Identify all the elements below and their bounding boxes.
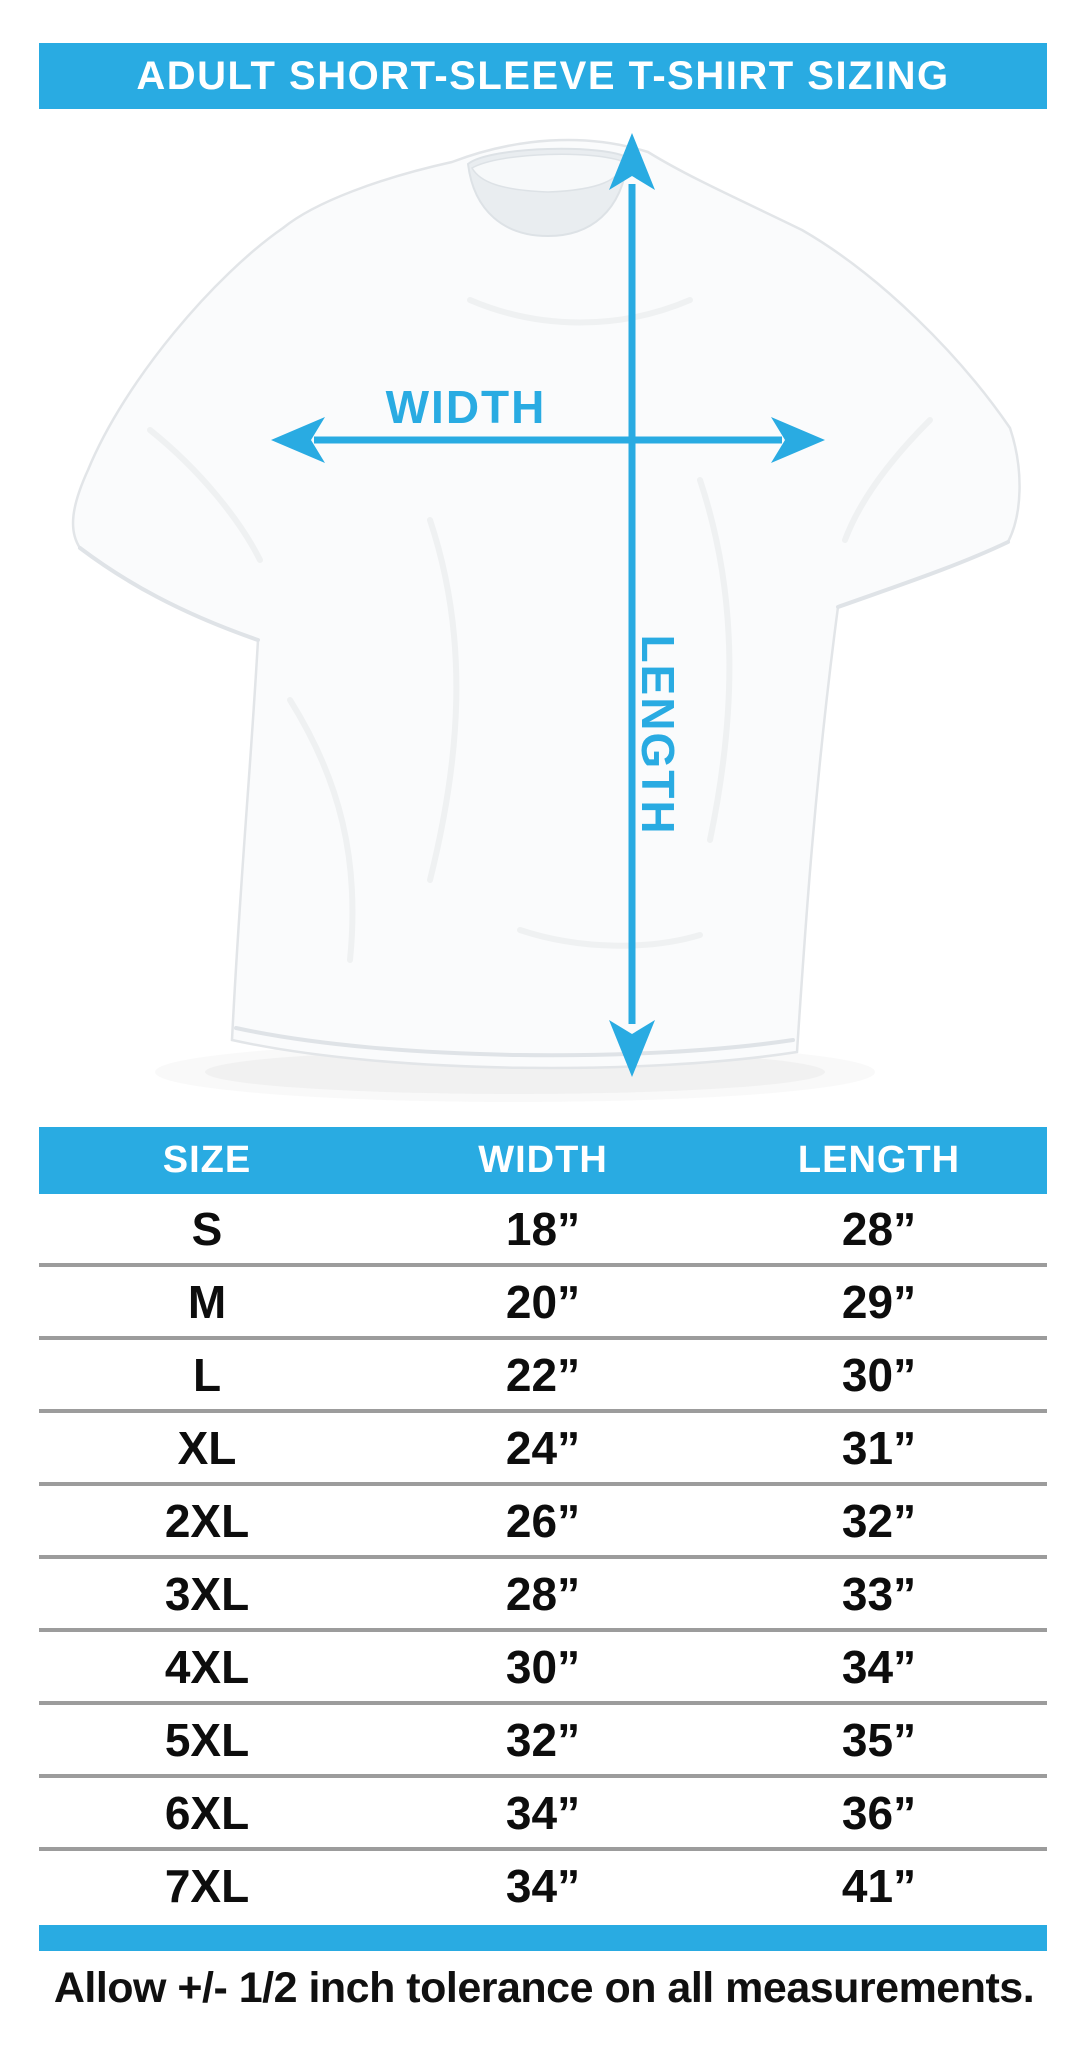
- neck-collar: [466, 147, 630, 238]
- table-row: 2XL 26” 32”: [39, 1486, 1047, 1559]
- tshirt-illustration: WIDTH LENGTH: [71, 133, 1021, 1102]
- column-header-width: WIDTH: [478, 1139, 608, 1181]
- page-title: ADULT SHORT-SLEEVE T-SHIRT SIZING: [136, 53, 950, 98]
- column-header-size: SIZE: [162, 1139, 252, 1181]
- length-cell: 30”: [841, 1348, 917, 1401]
- width-cell: 34”: [505, 1786, 581, 1839]
- size-cell: S: [191, 1202, 223, 1255]
- table-row: 6XL 34” 36”: [39, 1778, 1047, 1851]
- tshirt-body: [71, 138, 1021, 1070]
- table-header-row: SIZE WIDTH LENGTH: [39, 1127, 1047, 1194]
- width-cell: 34”: [505, 1859, 581, 1912]
- arrow-left-head: [271, 417, 325, 463]
- size-cell: 4XL: [164, 1640, 250, 1693]
- column-header-length: LENGTH: [797, 1139, 961, 1181]
- table-row: L 22” 30”: [39, 1340, 1047, 1413]
- size-cell: M: [187, 1275, 227, 1328]
- fabric-wrinkles: [147, 297, 933, 963]
- size-cell: 2XL: [164, 1494, 250, 1547]
- size-cell: 6XL: [164, 1786, 250, 1839]
- table-row: 7XL 34” 41”: [39, 1851, 1047, 1920]
- table-row: S 18” 28”: [39, 1194, 1047, 1267]
- table-row: M 20” 29”: [39, 1267, 1047, 1340]
- seam-lines: [78, 540, 1010, 1058]
- length-cell: 35”: [841, 1713, 917, 1766]
- length-cell: 31”: [841, 1421, 917, 1474]
- width-cell: 26”: [505, 1494, 581, 1547]
- size-cell: 7XL: [164, 1859, 250, 1912]
- tshirt-diagram: WIDTH LENGTH: [0, 109, 1088, 1127]
- size-cell: L: [192, 1348, 222, 1401]
- arrow-right-head: [771, 417, 825, 463]
- length-cell: 32”: [841, 1494, 917, 1547]
- table-row: 5XL 32” 35”: [39, 1705, 1047, 1778]
- length-cell: 41”: [841, 1859, 917, 1912]
- length-arrow: [609, 133, 655, 1077]
- length-cell: 34”: [841, 1640, 917, 1693]
- size-cell: 3XL: [164, 1567, 250, 1620]
- size-cell: XL: [177, 1421, 237, 1474]
- length-cell: 28”: [841, 1202, 917, 1255]
- arrow-up-head: [609, 133, 655, 190]
- width-arrow: [271, 417, 825, 463]
- table-row: 4XL 30” 34”: [39, 1632, 1047, 1705]
- length-cell: 36”: [841, 1786, 917, 1839]
- tolerance-note: Allow +/- 1/2 inch tolerance on all meas…: [53, 1964, 1035, 2012]
- table-row: 3XL 28” 33”: [39, 1559, 1047, 1632]
- width-cell: 32”: [505, 1713, 581, 1766]
- page-title-banner: ADULT SHORT-SLEEVE T-SHIRT SIZING: [39, 43, 1047, 109]
- size-chart-table: SIZE WIDTH LENGTH S 18” 28” M 20” 29” L …: [39, 1127, 1047, 1920]
- length-cell: 29”: [841, 1275, 917, 1328]
- width-cell: 20”: [505, 1275, 581, 1328]
- width-cell: 18”: [505, 1202, 581, 1255]
- table-row: XL 24” 31”: [39, 1413, 1047, 1486]
- size-cell: 5XL: [164, 1713, 250, 1766]
- width-label: WIDTH: [386, 381, 547, 433]
- width-cell: 28”: [505, 1567, 581, 1620]
- width-cell: 30”: [505, 1640, 581, 1693]
- length-label: LENGTH: [632, 634, 684, 835]
- footer-accent-bar: [39, 1925, 1047, 1951]
- width-cell: 22”: [505, 1348, 581, 1401]
- length-cell: 33”: [841, 1567, 917, 1620]
- arrow-down-head: [609, 1020, 655, 1077]
- width-cell: 24”: [505, 1421, 581, 1474]
